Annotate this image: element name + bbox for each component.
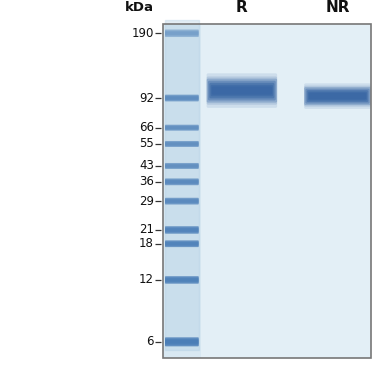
FancyBboxPatch shape	[165, 180, 199, 184]
FancyBboxPatch shape	[165, 178, 199, 185]
FancyBboxPatch shape	[165, 226, 199, 234]
FancyBboxPatch shape	[165, 338, 199, 346]
FancyBboxPatch shape	[165, 242, 199, 246]
FancyBboxPatch shape	[165, 31, 199, 36]
FancyBboxPatch shape	[165, 30, 199, 37]
FancyBboxPatch shape	[165, 339, 199, 345]
FancyBboxPatch shape	[208, 81, 276, 100]
Bar	[163, 24, 371, 358]
Text: 6: 6	[146, 335, 154, 348]
FancyBboxPatch shape	[165, 96, 199, 100]
FancyBboxPatch shape	[165, 141, 199, 147]
FancyBboxPatch shape	[165, 96, 199, 100]
FancyBboxPatch shape	[165, 180, 199, 183]
FancyBboxPatch shape	[165, 32, 199, 35]
Bar	[201, 24, 371, 358]
FancyBboxPatch shape	[165, 278, 199, 282]
FancyBboxPatch shape	[165, 163, 199, 169]
FancyBboxPatch shape	[165, 227, 199, 232]
FancyBboxPatch shape	[165, 240, 199, 247]
FancyBboxPatch shape	[211, 85, 273, 96]
FancyBboxPatch shape	[165, 242, 199, 245]
FancyBboxPatch shape	[308, 92, 367, 100]
FancyBboxPatch shape	[304, 86, 371, 106]
Text: 66: 66	[139, 121, 154, 134]
Text: 92: 92	[139, 92, 154, 105]
FancyBboxPatch shape	[165, 228, 199, 232]
FancyBboxPatch shape	[207, 79, 277, 103]
Text: NR: NR	[325, 0, 350, 15]
FancyBboxPatch shape	[209, 83, 274, 98]
Text: 21: 21	[139, 224, 154, 237]
FancyBboxPatch shape	[309, 93, 366, 99]
Text: 190: 190	[131, 27, 154, 40]
Bar	[163, 24, 371, 358]
FancyBboxPatch shape	[304, 87, 371, 105]
FancyBboxPatch shape	[165, 165, 199, 167]
Text: 12: 12	[139, 273, 154, 286]
FancyBboxPatch shape	[165, 340, 199, 344]
FancyBboxPatch shape	[304, 83, 371, 109]
FancyBboxPatch shape	[207, 74, 277, 108]
Text: kDa: kDa	[125, 1, 154, 14]
FancyBboxPatch shape	[307, 90, 368, 102]
Text: 36: 36	[139, 176, 154, 188]
FancyBboxPatch shape	[165, 126, 199, 129]
FancyBboxPatch shape	[165, 126, 199, 130]
FancyBboxPatch shape	[211, 87, 272, 95]
FancyBboxPatch shape	[165, 164, 199, 168]
FancyBboxPatch shape	[165, 276, 199, 284]
FancyBboxPatch shape	[165, 199, 199, 204]
FancyBboxPatch shape	[165, 142, 199, 146]
Text: R: R	[236, 0, 248, 15]
Text: 55: 55	[139, 138, 154, 150]
Text: 18: 18	[139, 237, 154, 250]
FancyBboxPatch shape	[165, 198, 199, 204]
FancyBboxPatch shape	[165, 200, 199, 202]
FancyBboxPatch shape	[305, 88, 370, 104]
FancyBboxPatch shape	[207, 76, 277, 105]
FancyBboxPatch shape	[165, 94, 199, 101]
Text: 29: 29	[139, 195, 154, 208]
FancyBboxPatch shape	[165, 125, 199, 131]
FancyBboxPatch shape	[165, 142, 199, 146]
FancyBboxPatch shape	[165, 278, 199, 282]
Text: 43: 43	[139, 159, 154, 172]
